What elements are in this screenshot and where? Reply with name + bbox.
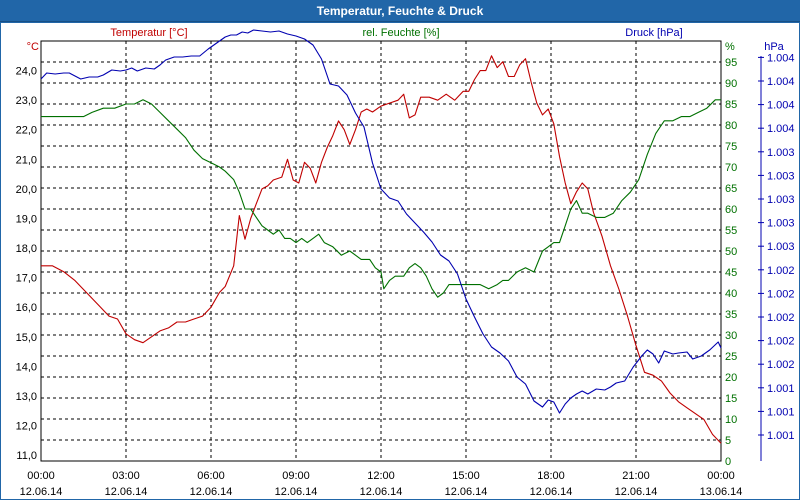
x-tick-date-label: 12.06.14 [530, 486, 573, 498]
humidity-tick-label: 5 [725, 435, 731, 447]
pressure-tick-label: 1.001 [767, 430, 795, 442]
humidity-tick-label: 50 [725, 246, 737, 258]
humidity-series-label: rel. Feuchte [%] [362, 27, 439, 39]
humidity-tick-label: 15 [725, 393, 737, 405]
humidity-tick-label: 40 [725, 288, 737, 300]
temp-tick-label: 11,0 [16, 450, 37, 462]
pressure-tick-label: 1.003 [767, 194, 795, 206]
pressure-tick-label: 1.003 [767, 147, 795, 159]
humidity-tick-label: 90 [725, 78, 737, 90]
humidity-tick-label: 70 [725, 162, 737, 174]
humidity-tick-label: 45 [725, 267, 737, 279]
temp-tick-label: 22,0 [16, 125, 37, 137]
temp-tick-label: 18,0 [16, 243, 37, 255]
humidity-tick-label: 35 [725, 309, 737, 321]
temp-tick-label: 21,0 [16, 154, 37, 166]
humidity-tick-label: 60 [725, 204, 737, 216]
x-tick-date-label: 12.06.14 [190, 486, 233, 498]
x-tick-time-label: 09:00 [282, 470, 310, 482]
temp-tick-label: 13,0 [16, 391, 37, 403]
humidity-tick-label: 20 [725, 372, 737, 384]
x-tick-time-label: 03:00 [112, 470, 140, 482]
humidity-tick-label: 80 [725, 120, 737, 132]
humidity-tick-label: 85 [725, 99, 737, 111]
temp-tick-label: 14,0 [16, 361, 37, 373]
x-tick-date-label: 12.06.14 [360, 486, 403, 498]
humidity-tick-label: 95 [725, 57, 737, 69]
window-title: Temperatur, Feuchte & Druck [316, 4, 484, 18]
temp-tick-label: 20,0 [16, 184, 37, 196]
pressure-tick-label: 1.002 [767, 265, 795, 277]
temperature-line [41, 55, 722, 444]
x-tick-time-label: 21:00 [622, 470, 650, 482]
humidity-tick-label: 30 [725, 330, 737, 342]
temperature-series-label: Temperatur [°C] [110, 27, 187, 39]
humidity-tick-label: 10 [725, 414, 737, 426]
humidity-line [41, 99, 721, 298]
temp-tick-label: 16,0 [16, 302, 37, 314]
humidity-axis-unit: % [725, 41, 735, 53]
humidity-tick-label: 25 [725, 351, 737, 363]
temp-tick-label: 19,0 [16, 213, 37, 225]
x-tick-time-label: 00:00 [707, 470, 735, 482]
x-tick-time-label: 12:00 [367, 470, 395, 482]
pressure-tick-label: 1.004 [767, 52, 795, 64]
pressure-axis-unit: hPa [764, 41, 784, 53]
plot-border [40, 40, 722, 462]
pressure-tick-label: 1.001 [767, 406, 795, 418]
chart: 11,0 12,0 13,0 14,0 15,0 16,0 17,0 18,0 19,0 20,0… [16, 27, 795, 498]
pressure-tick-label: 1.001 [767, 383, 795, 395]
window-title-bar: Temperatur, Feuchte & Druck [0, 0, 800, 22]
x-tick-time-label: 00:00 [27, 470, 55, 482]
humidity-tick-label: 55 [725, 225, 737, 237]
temp-tick-label: 15,0 [16, 332, 37, 344]
humidity-tick-label: 75 [725, 141, 737, 153]
temp-tick-label: 23,0 [16, 95, 37, 107]
temp-tick-label: 17,0 [16, 273, 37, 285]
pressure-tick-label: 1.004 [767, 123, 795, 135]
pressure-tick-label: 1.004 [767, 100, 795, 112]
pressure-tick-label: 1.003 [767, 241, 795, 253]
pressure-series-label: Druck [hPa] [625, 27, 682, 39]
pressure-tick-label: 1.003 [767, 170, 795, 182]
x-tick-date-label: 12.06.14 [445, 486, 488, 498]
x-tick-date-label: 12.06.14 [275, 486, 318, 498]
x-tick-date-label: 12.06.14 [105, 486, 148, 498]
pressure-tick-label: 1.002 [767, 312, 795, 324]
pressure-tick-label: 1.004 [767, 76, 795, 88]
humidity-tick-label: 65 [725, 183, 737, 195]
pressure-tick-label: 1.002 [767, 336, 795, 348]
pressure-line [40, 29, 722, 414]
humidity-tick-label: 0 [725, 456, 731, 468]
x-tick-date-label: 12.06.14 [615, 486, 658, 498]
pressure-tick-label: 1.002 [767, 359, 795, 371]
x-tick-time-label: 06:00 [197, 470, 225, 482]
x-tick-date-label: 12.06.14 [20, 486, 63, 498]
x-tick-time-label: 18:00 [537, 470, 565, 482]
x-tick-time-label: 15:00 [452, 470, 480, 482]
temp-axis-unit: °C [27, 41, 39, 53]
x-tick-date-label: 13.06.14 [700, 486, 743, 498]
pressure-tick-label: 1.003 [767, 218, 795, 230]
pressure-tick-label: 1.002 [767, 288, 795, 300]
chart-frame: 11,0 12,0 13,0 14,0 15,0 16,0 17,0 18,0 19,0 20,0… [0, 22, 800, 500]
temp-tick-label: 24,0 [16, 66, 37, 78]
temp-tick-label: 12,0 [16, 421, 37, 433]
